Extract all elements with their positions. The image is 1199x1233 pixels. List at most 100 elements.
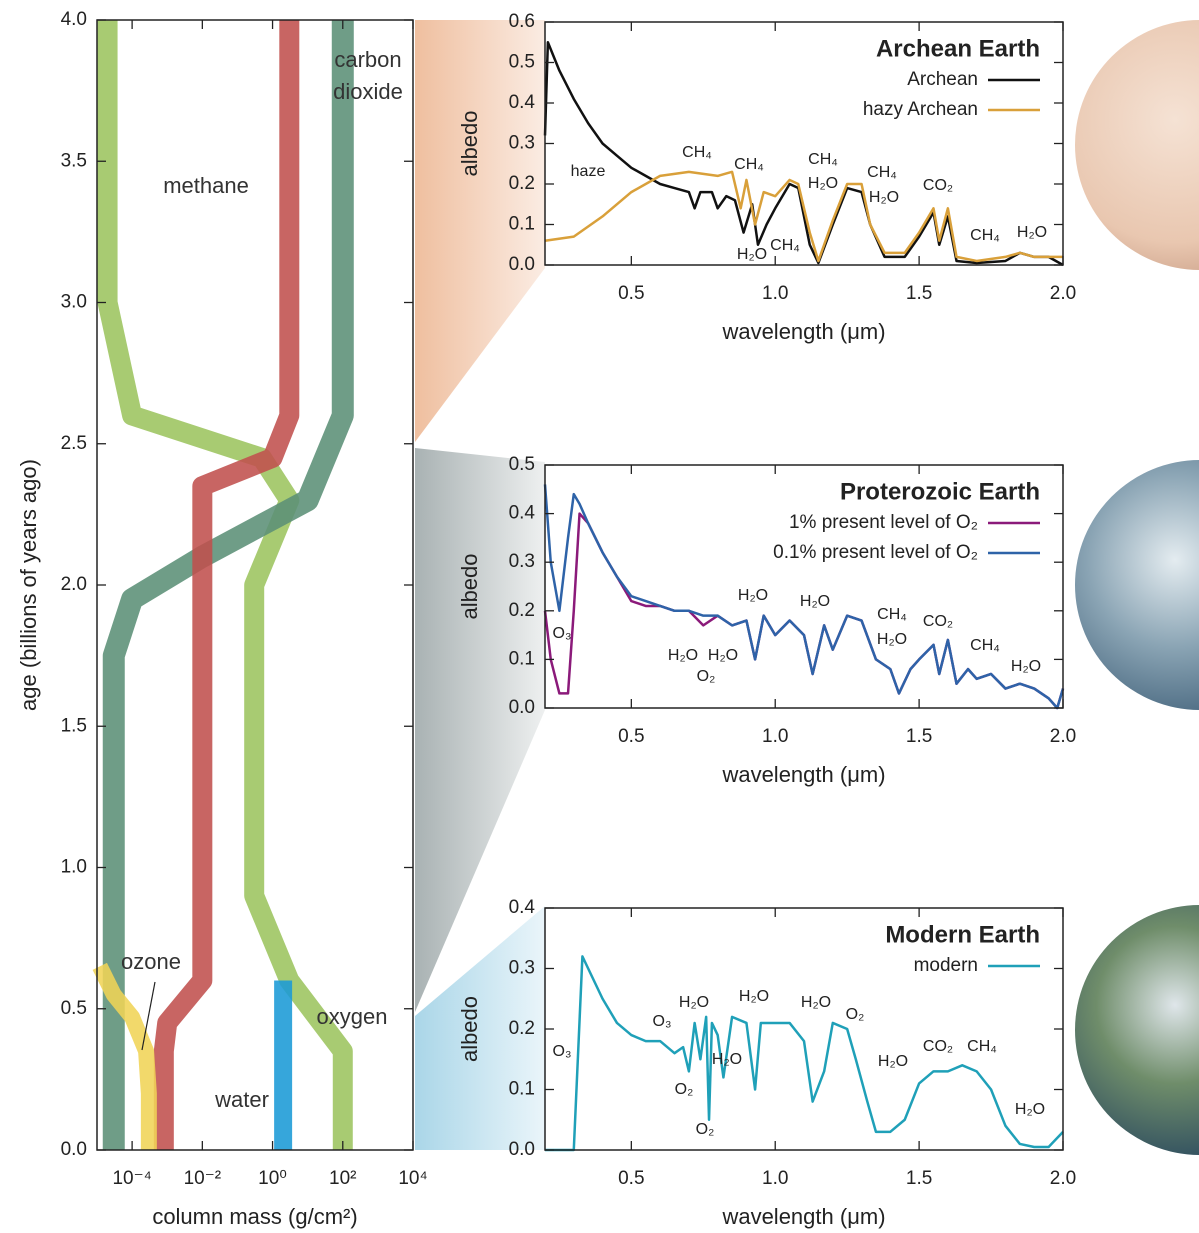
y-axis-label: age (billions of years ago) bbox=[16, 459, 41, 711]
annotation: H₂O bbox=[708, 647, 738, 664]
annotation: H₂O bbox=[1017, 224, 1047, 241]
x-tick-label: 0.5 bbox=[618, 283, 644, 304]
leader-line bbox=[141, 981, 156, 1051]
chart-title: Proterozoic Earth bbox=[840, 478, 1040, 505]
y-tick-label: 0.3 bbox=[509, 133, 535, 154]
annotation: O₂ bbox=[846, 1006, 865, 1023]
band-label: methane bbox=[163, 173, 249, 198]
zoom-fan bbox=[415, 20, 545, 442]
y-tick-label: 0.1 bbox=[509, 214, 535, 235]
y-tick-label: 0.1 bbox=[509, 1079, 535, 1100]
annotation: CH₄ bbox=[970, 227, 1000, 244]
annotation: H₂O bbox=[679, 994, 709, 1011]
annotation: O₃ bbox=[553, 1043, 572, 1060]
y-tick-label: 4.0 bbox=[61, 9, 87, 30]
annotation: H₂O bbox=[808, 175, 838, 192]
y-tick-label: 0.0 bbox=[509, 697, 535, 718]
chart-title: Modern Earth bbox=[885, 921, 1040, 948]
x-tick-label: 1.0 bbox=[762, 1168, 788, 1189]
x-tick-label: 1.5 bbox=[906, 726, 932, 747]
y-tick-label: 0.5 bbox=[61, 998, 87, 1019]
x-tick-label: 10⁴ bbox=[398, 1168, 427, 1189]
plot-background bbox=[545, 908, 1063, 1150]
x-tick-label: 1.5 bbox=[906, 283, 932, 304]
band bbox=[92, 962, 157, 1150]
y-tick-label: 0.1 bbox=[509, 648, 535, 669]
annotation: CH₄ bbox=[877, 606, 907, 623]
y-tick-label: 3.5 bbox=[61, 150, 87, 171]
annotation: CH₄ bbox=[770, 237, 800, 254]
y-tick-label: 0.2 bbox=[509, 173, 535, 194]
annotation: O₂ bbox=[675, 1081, 694, 1098]
y-tick-label: 3.0 bbox=[61, 292, 87, 313]
legend-label: modern bbox=[914, 955, 978, 976]
y-tick-label: 0.3 bbox=[509, 551, 535, 572]
y-tick-label: 0.6 bbox=[509, 11, 535, 32]
annotation: H₂O bbox=[878, 1053, 908, 1070]
y-tick-label: 0.0 bbox=[509, 254, 535, 275]
annotation: H₂O bbox=[869, 189, 899, 206]
annotation: CH₄ bbox=[808, 151, 838, 168]
band bbox=[97, 20, 353, 1150]
annotation: H₂O bbox=[1011, 658, 1041, 675]
legend-label: 1% present level of O₂ bbox=[789, 512, 978, 533]
spectrum-line bbox=[544, 170, 1063, 263]
x-tick-label: 10⁻⁴ bbox=[112, 1168, 151, 1189]
annotation: H₂O bbox=[1015, 1101, 1045, 1118]
planet-image bbox=[1075, 460, 1199, 710]
y-tick-label: 0.2 bbox=[509, 1018, 535, 1039]
plot-background bbox=[545, 22, 1063, 265]
x-tick-label: 10⁰ bbox=[258, 1168, 287, 1189]
spectrum-line bbox=[543, 41, 1064, 267]
x-tick-label: 10⁻² bbox=[184, 1168, 222, 1189]
x-tick-label: 0.5 bbox=[618, 1168, 644, 1189]
annotation: H₂O bbox=[668, 647, 698, 664]
x-axis-label: wavelength (μm) bbox=[721, 1204, 885, 1229]
plot-background bbox=[545, 465, 1063, 708]
y-axis-label: albedo bbox=[457, 996, 482, 1062]
annotation: H₂O bbox=[800, 593, 830, 610]
y-axis-label: albedo bbox=[457, 553, 482, 619]
annotation: O₃ bbox=[653, 1013, 672, 1030]
legend-label: 0.1% present level of O₂ bbox=[773, 542, 978, 563]
band-label: ozone bbox=[121, 949, 181, 974]
annotation: CH₄ bbox=[734, 156, 764, 173]
plot-frame bbox=[544, 464, 1064, 709]
annotation: CO₂ bbox=[923, 177, 953, 194]
y-tick-label: 0.5 bbox=[509, 454, 535, 475]
annotation: O₃ bbox=[553, 625, 572, 642]
annotation: H₂O bbox=[737, 246, 767, 263]
y-tick-label: 0.5 bbox=[509, 52, 535, 73]
x-tick-label: 2.0 bbox=[1050, 1168, 1076, 1189]
annotation: H₂O bbox=[801, 994, 831, 1011]
x-tick-label: 1.0 bbox=[762, 283, 788, 304]
x-axis-label: wavelength (μm) bbox=[721, 762, 885, 787]
annotation: CO₂ bbox=[923, 613, 953, 630]
x-tick-label: 0.5 bbox=[618, 726, 644, 747]
y-tick-label: 0.0 bbox=[61, 1139, 87, 1160]
y-tick-label: 2.0 bbox=[61, 574, 87, 595]
y-tick-label: 0.4 bbox=[509, 92, 536, 113]
annotation: H₂O bbox=[877, 631, 907, 648]
x-tick-label: 2.0 bbox=[1050, 726, 1076, 747]
annotation: haze bbox=[571, 163, 606, 180]
band-label: carbon dioxide bbox=[333, 47, 403, 104]
annotation: H₂O bbox=[712, 1051, 742, 1068]
y-tick-label: 1.5 bbox=[61, 715, 87, 736]
band bbox=[153, 20, 300, 1150]
y-tick-label: 0.4 bbox=[509, 503, 536, 524]
planet-image bbox=[1075, 20, 1199, 270]
legend-label: hazy Archean bbox=[863, 99, 978, 120]
y-tick-label: 0.0 bbox=[509, 1139, 535, 1160]
y-tick-label: 0.3 bbox=[509, 958, 535, 979]
planet-image bbox=[1075, 905, 1199, 1155]
annotation: CH₄ bbox=[682, 144, 712, 161]
annotation: O₂ bbox=[697, 668, 716, 685]
zoom-fan bbox=[415, 906, 545, 1150]
y-axis-label: albedo bbox=[457, 110, 482, 176]
annotation: O₂ bbox=[696, 1121, 715, 1138]
x-axis-label: wavelength (μm) bbox=[721, 319, 885, 344]
spectrum-line bbox=[543, 484, 1065, 710]
